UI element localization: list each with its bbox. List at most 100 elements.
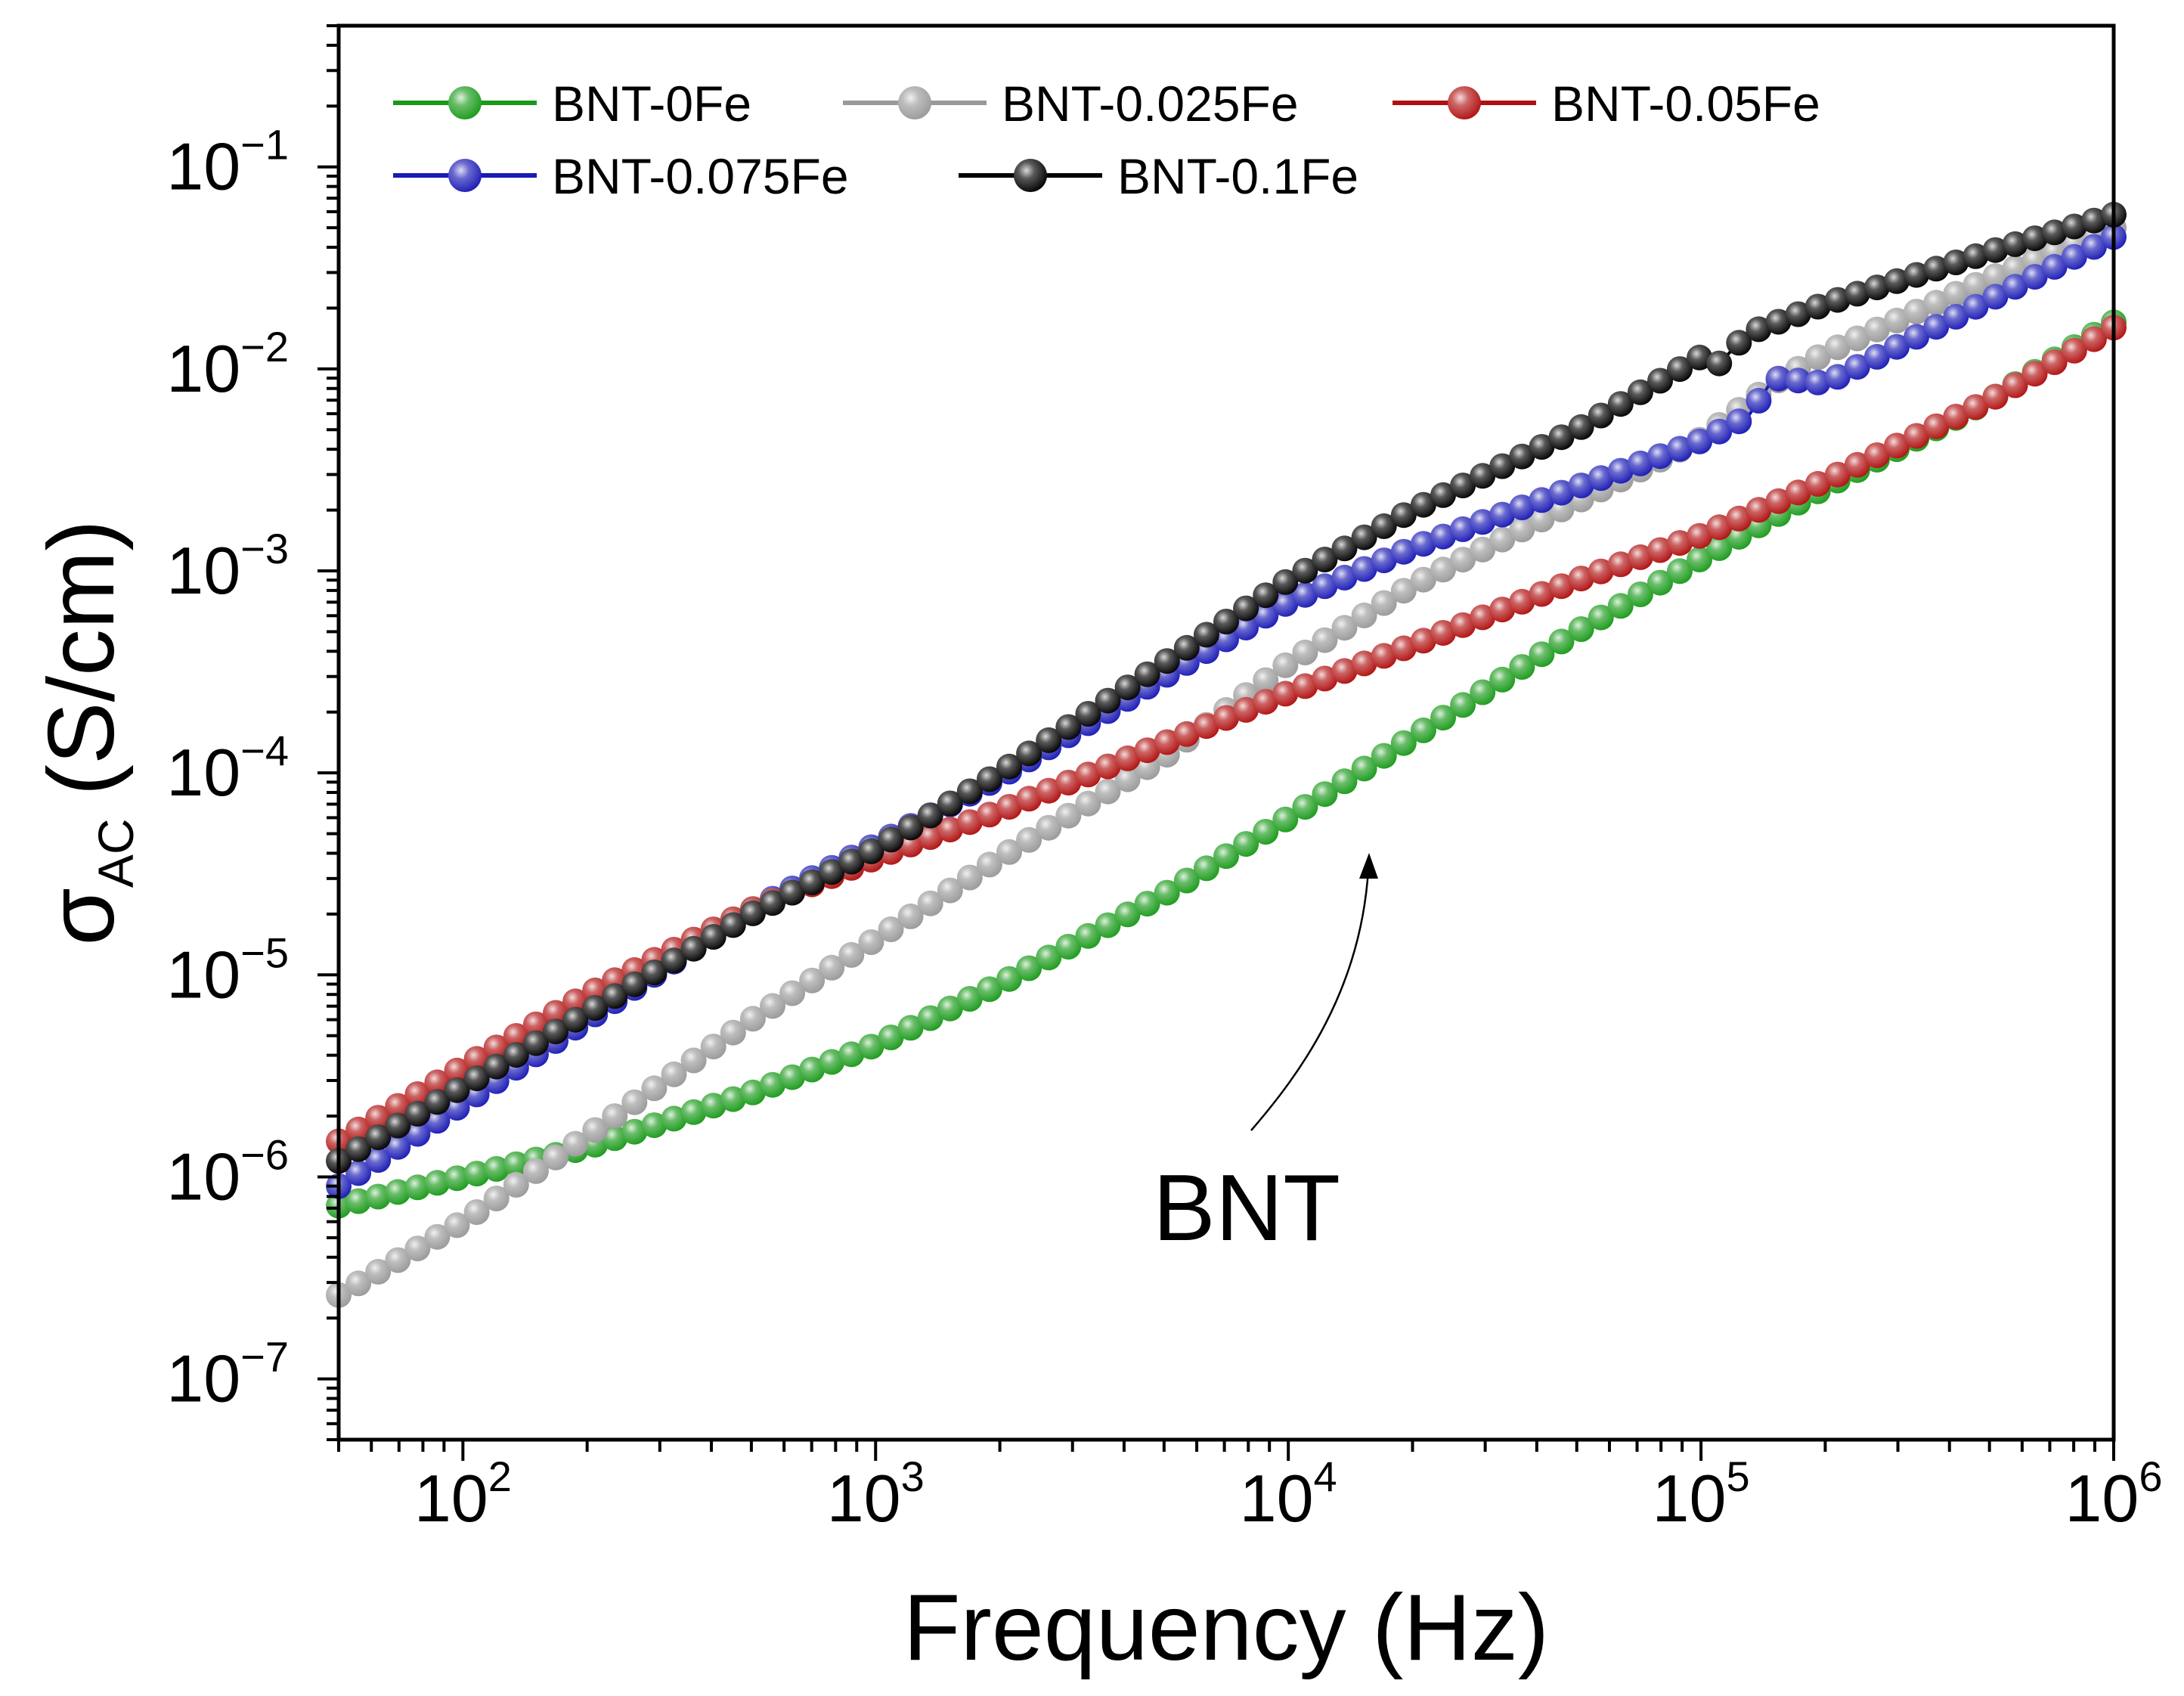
data-point bbox=[760, 993, 785, 1019]
data-point bbox=[1529, 507, 1555, 533]
data-point bbox=[917, 802, 943, 829]
data-point bbox=[1824, 287, 1851, 313]
data-point bbox=[365, 1258, 392, 1285]
data-point bbox=[543, 1144, 568, 1170]
data-point bbox=[463, 1065, 490, 1092]
data-point bbox=[503, 1151, 529, 1177]
data-point bbox=[483, 1186, 510, 1211]
data-point bbox=[385, 1247, 411, 1273]
data-point bbox=[2021, 225, 2048, 252]
data-point bbox=[1292, 794, 1318, 820]
data-point bbox=[1529, 641, 1555, 668]
y-axis: 10−7 10−6 10−5 10−4 10−3 10−2 10−1 bbox=[166, 24, 339, 1441]
data-point bbox=[1844, 281, 1870, 307]
data-point bbox=[1213, 843, 1239, 870]
x-tick-label: 106 bbox=[2065, 1453, 2162, 1536]
data-point bbox=[720, 912, 746, 938]
data-point bbox=[1548, 479, 1575, 506]
data-point bbox=[1667, 356, 1693, 383]
data-point bbox=[345, 1136, 372, 1162]
data-point bbox=[2061, 213, 2087, 240]
data-point bbox=[1134, 891, 1160, 917]
data-point bbox=[444, 1077, 470, 1103]
data-point bbox=[819, 859, 845, 885]
data-point bbox=[1982, 237, 2009, 263]
data-point bbox=[661, 1105, 687, 1132]
data-point bbox=[1863, 316, 1890, 343]
data-point bbox=[1647, 569, 1673, 596]
data-point bbox=[1824, 334, 1851, 361]
data-point bbox=[1943, 404, 1969, 429]
legend-marker bbox=[448, 159, 482, 192]
data-point bbox=[1667, 558, 1693, 584]
data-point bbox=[1075, 701, 1101, 727]
data-point bbox=[1489, 453, 1516, 479]
legend-item-BNT-0.075Fe: BNT-0.075Fe bbox=[393, 148, 849, 204]
data-point bbox=[661, 947, 687, 974]
data-point bbox=[1351, 650, 1377, 677]
data-point bbox=[779, 980, 805, 1006]
data-point bbox=[1410, 717, 1436, 743]
data-point bbox=[819, 954, 845, 981]
data-point bbox=[1746, 387, 1772, 414]
data-point bbox=[1982, 263, 2009, 290]
data-point bbox=[1410, 531, 1436, 557]
data-point bbox=[956, 778, 983, 805]
data-point bbox=[1312, 573, 1338, 600]
data-point bbox=[385, 1112, 411, 1139]
data-point bbox=[1410, 491, 1436, 518]
data-point bbox=[641, 960, 668, 985]
data-point bbox=[1193, 855, 1219, 882]
data-point bbox=[1805, 369, 1831, 395]
data-point bbox=[1963, 271, 1989, 298]
data-point bbox=[1647, 367, 1673, 394]
data-point bbox=[562, 1006, 589, 1033]
data-point bbox=[1292, 581, 1318, 608]
data-point bbox=[2021, 264, 2048, 290]
data-point bbox=[799, 967, 826, 994]
legend: BNT-0Fe BNT-0.025Fe BNT-0.05Fe BNT-0.075Fe B… bbox=[393, 76, 1820, 204]
data-point bbox=[1371, 743, 1397, 769]
data-point bbox=[562, 1130, 589, 1157]
data-point bbox=[897, 814, 924, 841]
data-point bbox=[1785, 301, 1811, 327]
data-point bbox=[1548, 573, 1575, 600]
axis-titles: Frequency (Hz) σAC (S/cm) bbox=[29, 519, 1549, 1680]
data-point bbox=[621, 1089, 648, 1115]
data-point bbox=[917, 1005, 943, 1031]
data-point bbox=[1588, 604, 1614, 631]
data-point bbox=[937, 877, 963, 904]
data-point bbox=[1253, 603, 1279, 629]
data-point bbox=[1963, 243, 1989, 269]
data-point bbox=[1390, 502, 1417, 529]
data-point bbox=[1036, 814, 1062, 841]
data-point bbox=[1390, 730, 1417, 756]
data-point bbox=[404, 1100, 431, 1127]
data-point bbox=[1114, 745, 1141, 771]
annotation-layer: BNT bbox=[1153, 853, 1378, 1260]
data-point bbox=[621, 1118, 648, 1145]
data-point bbox=[2080, 207, 2107, 234]
data-point bbox=[345, 1116, 372, 1143]
data-point bbox=[1114, 766, 1141, 792]
y-tick-label: 10−7 bbox=[166, 1333, 289, 1416]
data-point bbox=[760, 890, 785, 916]
data-point bbox=[937, 995, 963, 1022]
data-point bbox=[1055, 770, 1082, 795]
data-point bbox=[996, 794, 1022, 820]
legend-item-BNT-0.025Fe: BNT-0.025Fe bbox=[843, 76, 1299, 132]
data-point bbox=[878, 826, 904, 853]
data-point bbox=[424, 1069, 451, 1096]
data-point bbox=[661, 1061, 687, 1087]
data-point bbox=[444, 1057, 470, 1084]
data-point bbox=[1489, 666, 1516, 693]
data-point bbox=[1470, 536, 1496, 563]
data-point bbox=[1253, 582, 1279, 609]
data-point bbox=[1470, 679, 1496, 705]
data-point bbox=[739, 1079, 766, 1105]
data-point bbox=[976, 851, 1002, 878]
data-point bbox=[1667, 530, 1693, 557]
data-point bbox=[1292, 639, 1318, 665]
data-point bbox=[1509, 495, 1535, 520]
data-point bbox=[1884, 433, 1910, 459]
